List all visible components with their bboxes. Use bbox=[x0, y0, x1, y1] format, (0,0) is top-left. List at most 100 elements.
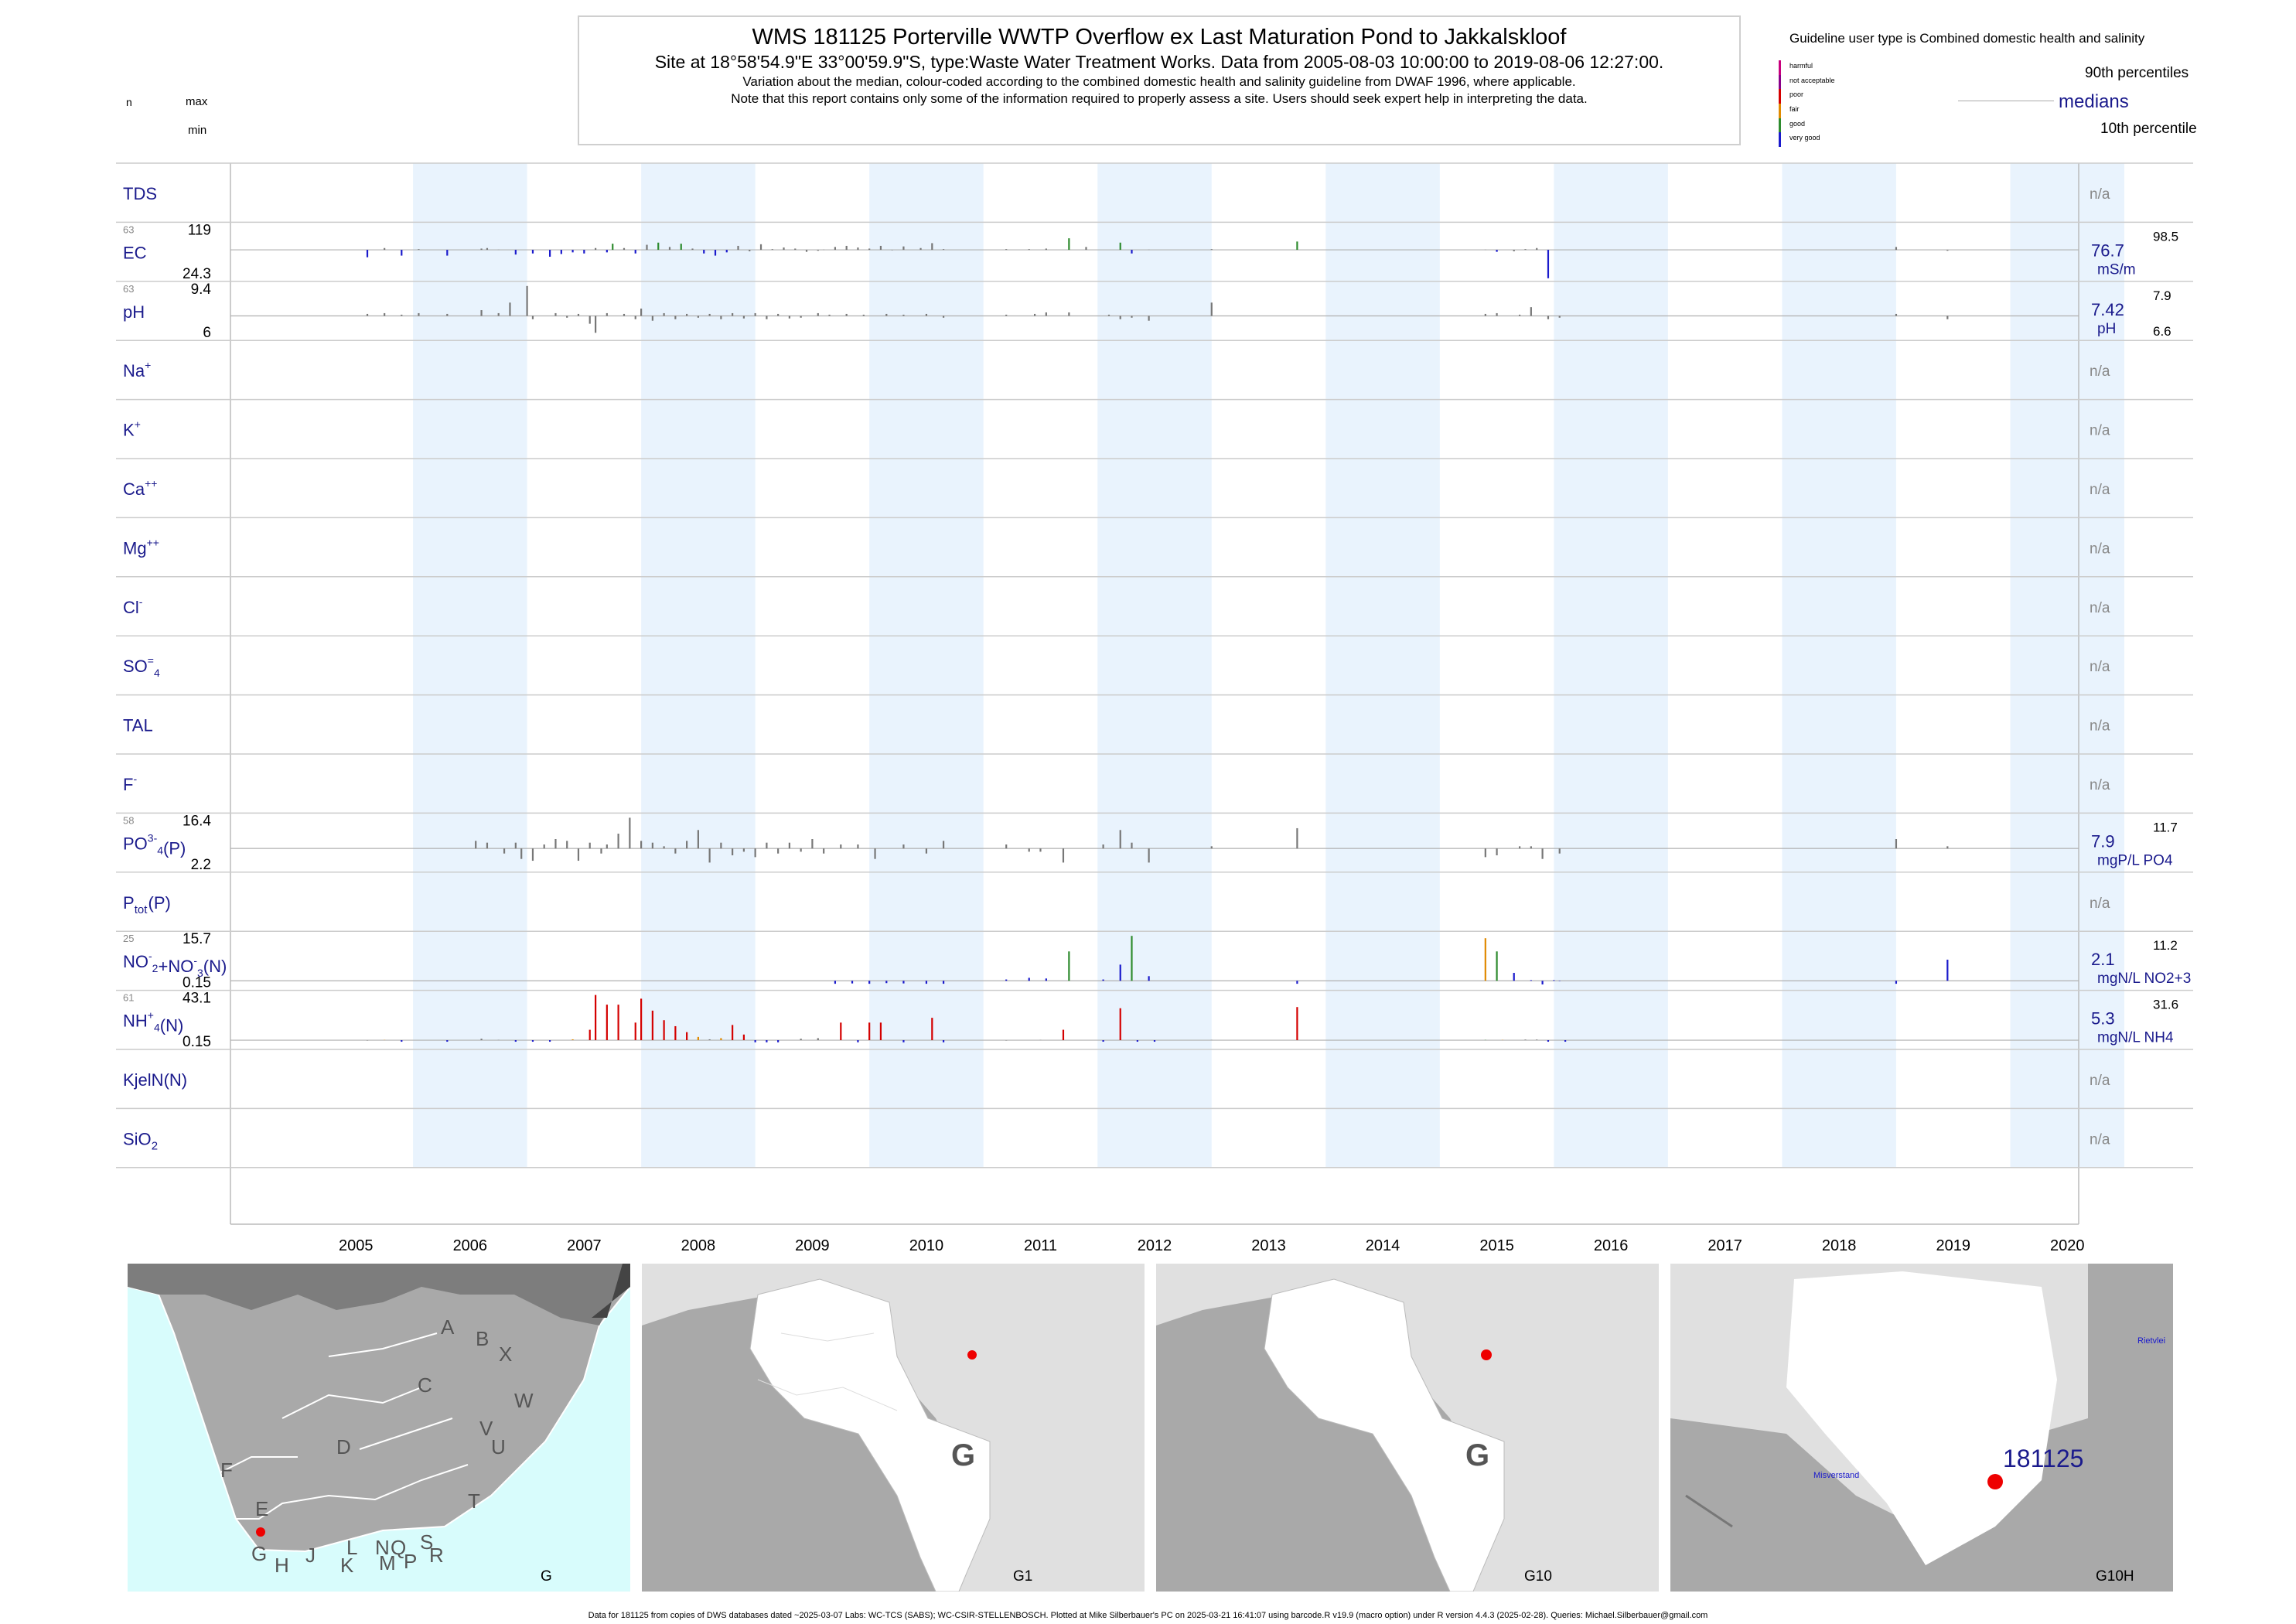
map-secondary-catchment: G G1 bbox=[642, 1264, 1145, 1592]
median-value: 7.42 bbox=[2091, 300, 2124, 319]
map-g-letter: N bbox=[375, 1536, 390, 1559]
x-tick-label: 2012 bbox=[1138, 1237, 1172, 1253]
report-title: WMS 181125 Porterville WWTP Overflow ex … bbox=[752, 25, 1567, 49]
map-g-letter: H bbox=[275, 1554, 289, 1577]
legend-max-label: max bbox=[186, 95, 208, 108]
p90-value: 11.2 bbox=[2153, 938, 2178, 953]
max-value: 9.4 bbox=[191, 281, 212, 298]
legend-p10-label: 10th percentile bbox=[2100, 121, 2197, 137]
na-label: n/a bbox=[2090, 186, 2110, 203]
parameter-label: PO3-4(P) bbox=[123, 831, 186, 858]
parameter-label: SO=4 bbox=[123, 654, 160, 679]
sample-count: 63 bbox=[123, 283, 134, 295]
legend-swatch bbox=[1779, 74, 1781, 90]
map-g-letter: T bbox=[468, 1489, 480, 1513]
parameter-label: EC bbox=[123, 243, 147, 262]
legend-category-label: harmful bbox=[1789, 62, 1813, 70]
max-value: 43.1 bbox=[183, 991, 211, 1007]
map-g-letter: U bbox=[491, 1435, 506, 1459]
map-g10-region-letter: G bbox=[1465, 1438, 1490, 1472]
x-tick-label: 2019 bbox=[1936, 1237, 1970, 1253]
parameter-label: TAL bbox=[123, 716, 153, 735]
footer-note: Data for 181125 from copies of DWS datab… bbox=[588, 1611, 1708, 1620]
median-value: 76.7 bbox=[2091, 241, 2124, 260]
map-g-letter: J bbox=[305, 1544, 316, 1567]
parameter-label: Ptot (P) bbox=[123, 893, 171, 916]
legend-median-label: medians bbox=[2059, 91, 2129, 112]
year-band bbox=[1554, 163, 1668, 1168]
median-value: 2.1 bbox=[2091, 950, 2115, 969]
x-tick-label: 2009 bbox=[795, 1237, 830, 1253]
min-value: 24.3 bbox=[183, 266, 211, 282]
map-place-rietvlei: Rietvlei bbox=[2137, 1336, 2166, 1346]
parameter-label: Cl- bbox=[123, 595, 143, 617]
barcode-chart: TDS n/a EC 63 119 24.3 76.7mS/m 98.5 pH 63 9.4 6 7.4… bbox=[116, 162, 2193, 1253]
year-band bbox=[869, 163, 984, 1168]
legend-swatch bbox=[1779, 132, 1781, 147]
unit-label: mS/m bbox=[2097, 261, 2136, 278]
max-value: 15.7 bbox=[183, 931, 211, 947]
parameter-label: pH bbox=[123, 302, 145, 322]
legend-n-label: n bbox=[126, 96, 132, 108]
map-g-letter: R bbox=[429, 1544, 444, 1567]
map-place-misverstand: Misverstand bbox=[1813, 1471, 1860, 1480]
unit-label: pH bbox=[2097, 321, 2116, 337]
map-g-drawing bbox=[128, 1264, 630, 1592]
p90-value: 7.9 bbox=[2153, 288, 2171, 303]
median-value: 5.3 bbox=[2091, 1009, 2115, 1029]
min-value: 0.15 bbox=[183, 975, 211, 991]
p90-value: 98.5 bbox=[2153, 229, 2178, 244]
map-g-letter: Q bbox=[391, 1536, 407, 1559]
map-g-letter: A bbox=[441, 1315, 455, 1339]
parameter-label: Ca++ bbox=[123, 477, 157, 499]
x-tick-label: 2011 bbox=[1024, 1237, 1057, 1253]
legend-swatch bbox=[1779, 118, 1781, 133]
p90-value: 31.6 bbox=[2153, 998, 2178, 1012]
legend-category-label: not acceptable bbox=[1789, 76, 1835, 84]
year-band bbox=[1097, 163, 1212, 1168]
na-label: n/a bbox=[2090, 1073, 2110, 1089]
na-label: n/a bbox=[2090, 482, 2110, 498]
map-g10h-drawing bbox=[1670, 1264, 2173, 1592]
year-band bbox=[413, 163, 527, 1168]
map-site-label: 181125 bbox=[2003, 1445, 2084, 1472]
na-label: n/a bbox=[2090, 363, 2110, 380]
sample-count: 58 bbox=[123, 814, 134, 826]
map-g1-region-letter: G bbox=[951, 1438, 976, 1472]
map-g-letter: W bbox=[514, 1389, 534, 1412]
map-g10-drawing bbox=[1156, 1264, 1659, 1592]
max-value: 119 bbox=[188, 222, 211, 238]
min-value: 0.15 bbox=[183, 1034, 211, 1050]
legend-min-label: min bbox=[188, 124, 207, 137]
map-g-letter: E bbox=[255, 1497, 269, 1520]
p90-value: 11.7 bbox=[2153, 820, 2178, 834]
sample-count: 25 bbox=[123, 933, 134, 944]
x-tick-label: 2010 bbox=[909, 1237, 944, 1253]
sample-count: 63 bbox=[123, 223, 134, 235]
report-note-1: Variation about the median, colour-coded… bbox=[742, 74, 1576, 89]
map-g-caption: G bbox=[541, 1568, 552, 1585]
parameter-label: KjelN(N) bbox=[123, 1070, 187, 1090]
map-g1-drawing bbox=[642, 1264, 1145, 1592]
parameter-label: Mg++ bbox=[123, 536, 159, 558]
na-label: n/a bbox=[2090, 1131, 2110, 1148]
year-band bbox=[1325, 163, 1440, 1168]
map-g-letter: L bbox=[346, 1536, 358, 1559]
report-header: WMS 181125 Porterville WWTP Overflow ex … bbox=[578, 15, 1741, 145]
map-g-letter: G bbox=[251, 1542, 268, 1565]
na-label: n/a bbox=[2090, 600, 2110, 616]
legend-title: Guideline user type is Combined domestic… bbox=[1789, 31, 2145, 46]
legend-category-label: fair bbox=[1789, 105, 1800, 113]
x-tick-label: 2018 bbox=[1822, 1237, 1857, 1253]
legend-swatch bbox=[1779, 60, 1781, 75]
x-tick-label: 2017 bbox=[1708, 1237, 1742, 1253]
legend-category-label: poor bbox=[1789, 90, 1804, 99]
map-g-letter: D bbox=[336, 1435, 351, 1459]
map-g-letter: M bbox=[379, 1551, 396, 1575]
parameter-label: NO-2+NO-3(N) bbox=[123, 950, 227, 979]
max-value: 16.4 bbox=[183, 813, 211, 829]
x-tick-label: 2008 bbox=[681, 1237, 716, 1253]
x-tick-label: 2014 bbox=[1366, 1237, 1400, 1253]
parameter-label: F- bbox=[123, 773, 137, 794]
parameter-label: NH+4(N) bbox=[123, 1009, 183, 1035]
